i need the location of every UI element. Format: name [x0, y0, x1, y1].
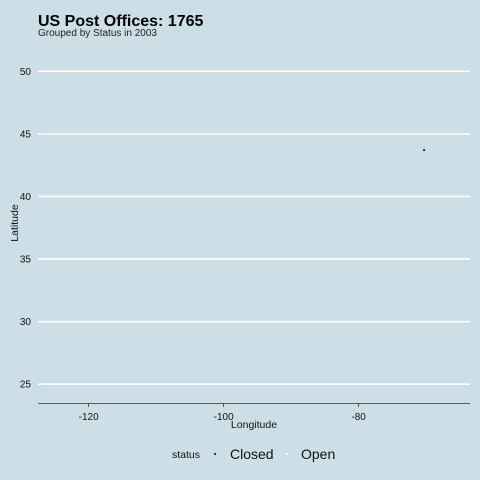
y-tick-label: 30 — [20, 317, 32, 328]
x-tick-label: -120 — [79, 412, 99, 423]
chart-subtitle: Grouped by Status in 2003 — [38, 28, 157, 39]
y-tick-label: 25 — [20, 380, 32, 391]
data-points — [423, 149, 425, 151]
legend-key-closed — [214, 453, 216, 455]
y-tick-label: 40 — [20, 192, 32, 203]
y-tick-label: 35 — [20, 255, 32, 266]
y-axis-label: Latitude — [9, 204, 21, 242]
data-point-closed — [423, 149, 425, 151]
x-tick-label: -80 — [351, 412, 366, 423]
y-tick-label: 45 — [20, 129, 32, 140]
legend: status Closed Open — [172, 446, 335, 462]
legend-title: status — [172, 449, 200, 461]
y-tick-label: 50 — [20, 67, 32, 78]
legend-label-closed: Closed — [230, 446, 274, 462]
legend-key-open — [286, 453, 288, 455]
legend-label-open: Open — [301, 446, 335, 462]
x-axis-label: Longitude — [231, 419, 277, 431]
